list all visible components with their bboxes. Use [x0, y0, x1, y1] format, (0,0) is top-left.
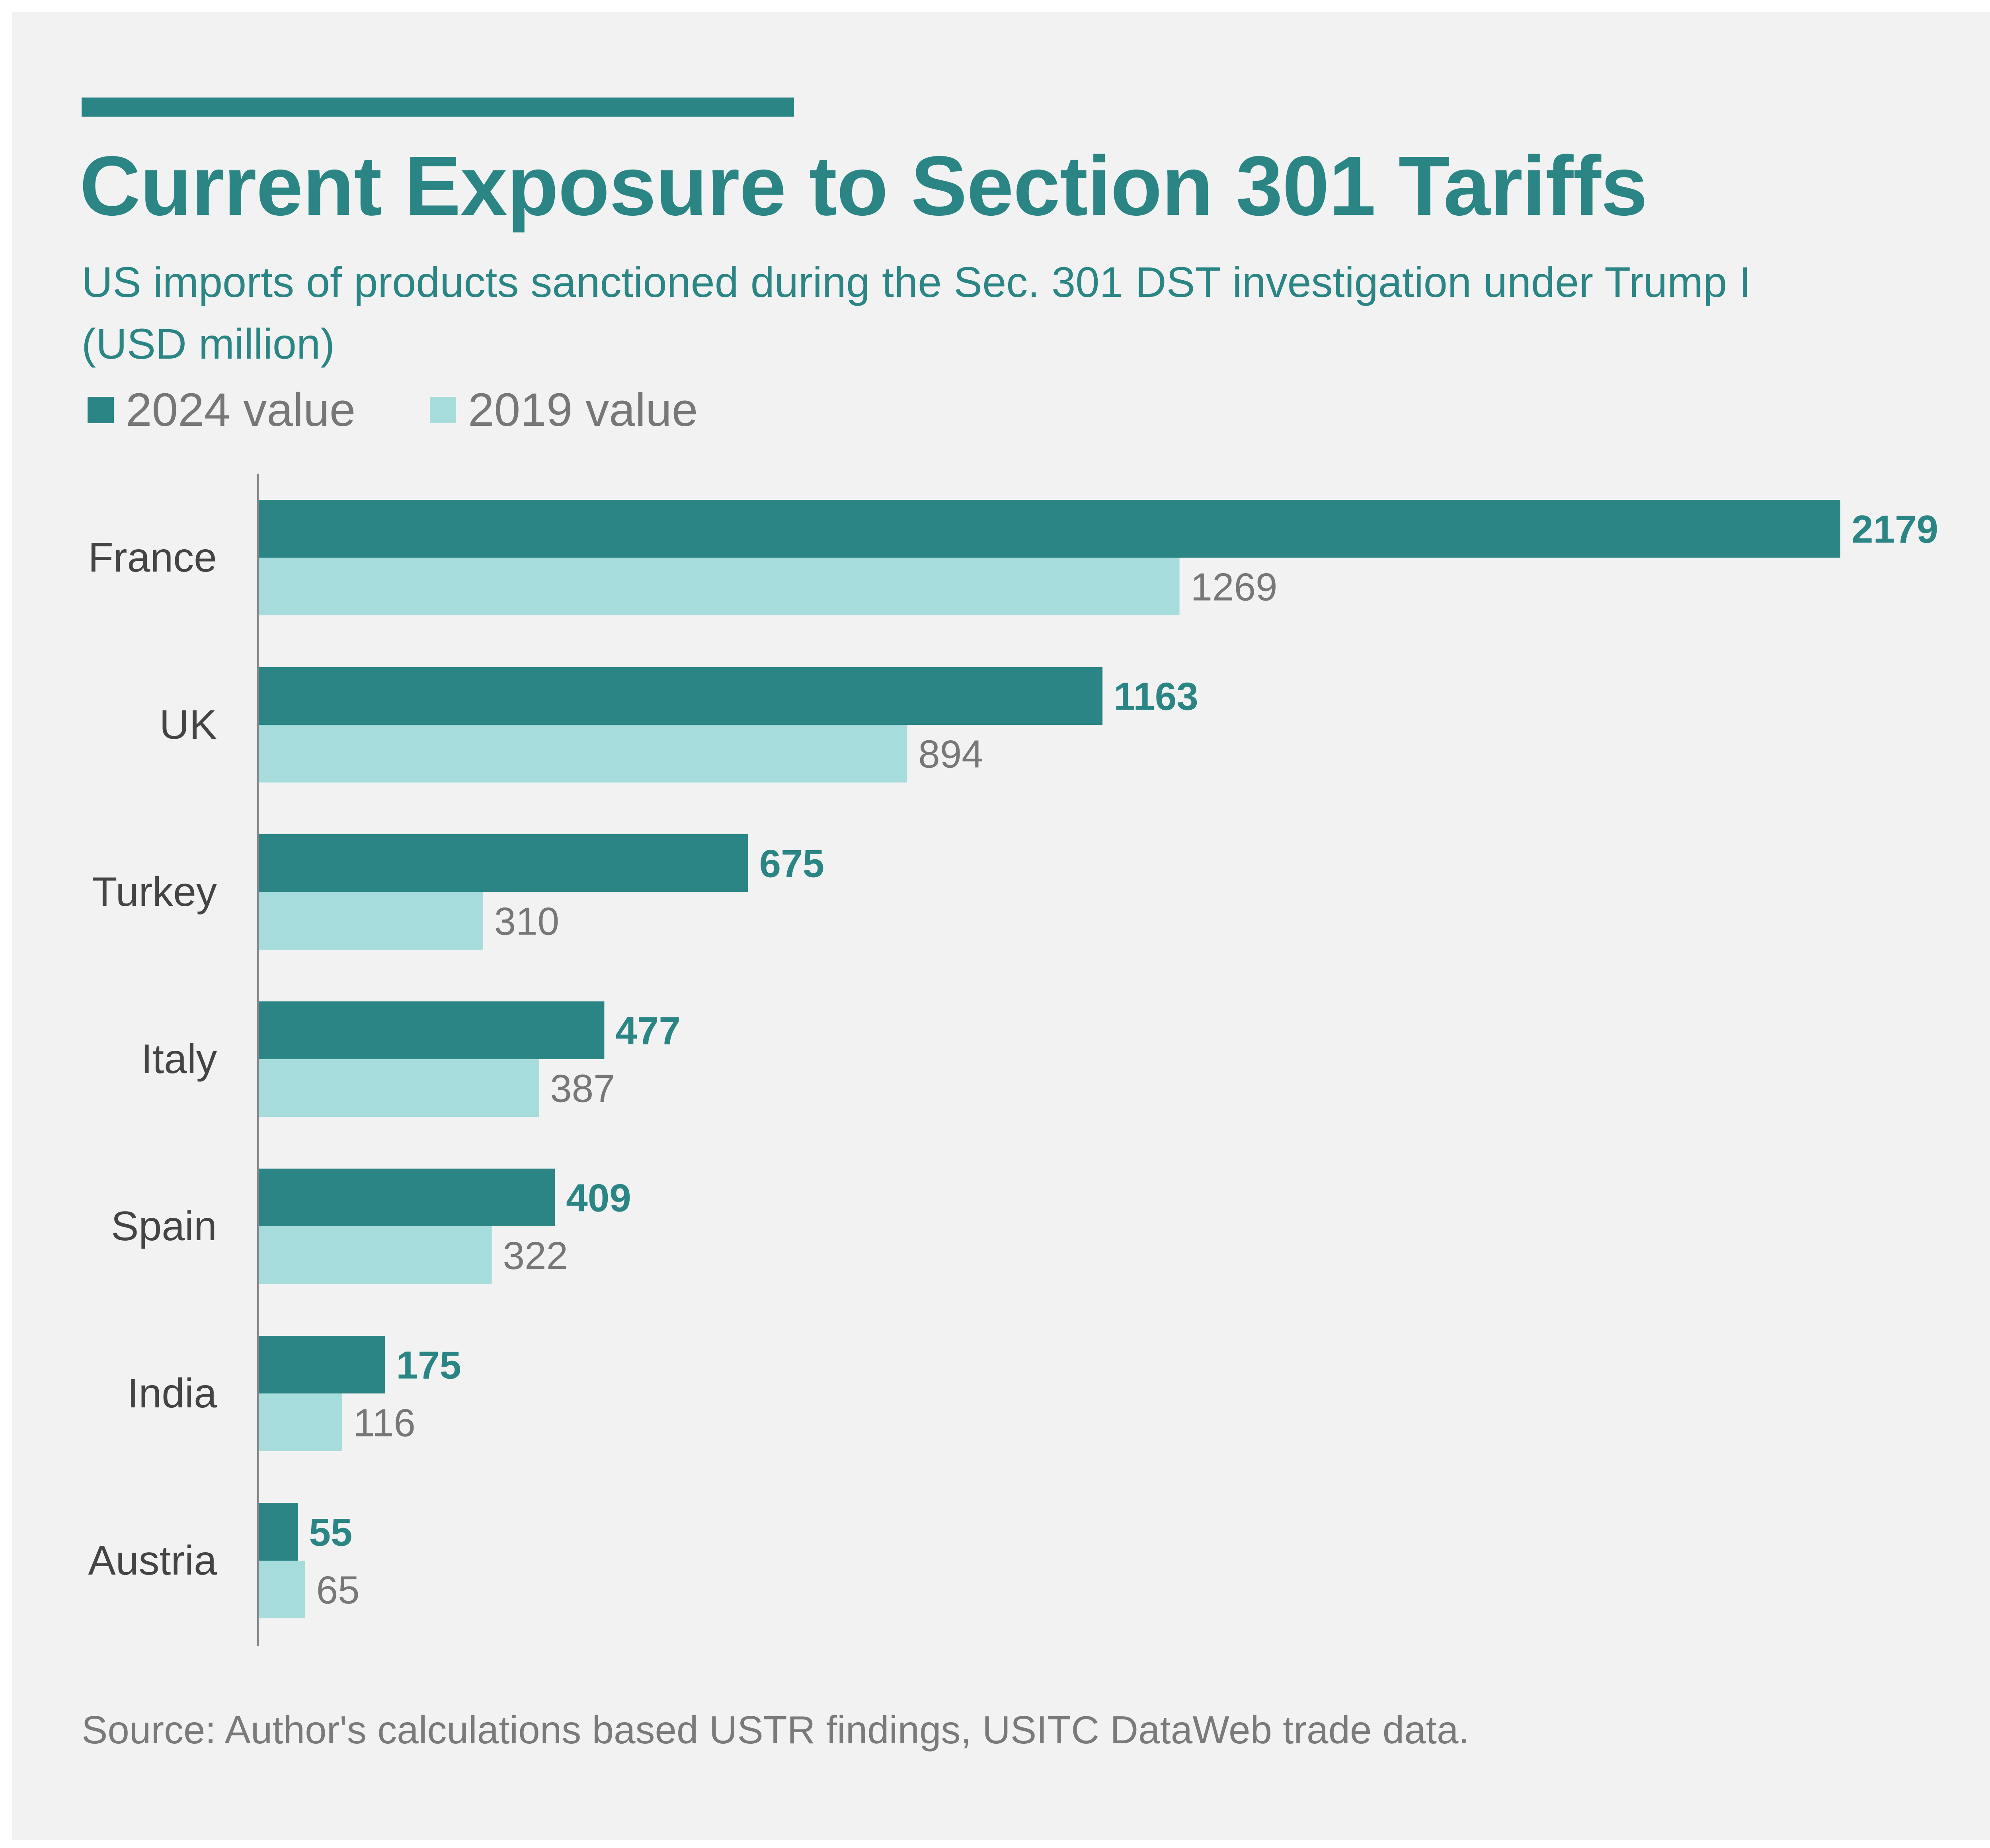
- data-label-2019-austria: 65: [316, 1568, 360, 1612]
- category-label-turkey: Turkey: [92, 869, 217, 915]
- data-label-2024-italy: 477: [615, 1009, 681, 1053]
- bar-2024-spain: [258, 1169, 555, 1226]
- data-label-2024-spain: 409: [566, 1176, 631, 1220]
- data-label-2019-turkey: 310: [494, 900, 560, 943]
- bar-2024-uk: [258, 667, 1103, 725]
- data-label-2024-india: 175: [396, 1343, 461, 1387]
- data-label-2019-spain: 322: [503, 1234, 568, 1278]
- bar-2024-turkey: [258, 834, 748, 892]
- legend-item-2024: 2024 value: [88, 384, 355, 436]
- bar-2019-france: [258, 558, 1180, 615]
- bar-2024-austria: [258, 1503, 298, 1561]
- legend-label-2019: 2019 value: [468, 384, 698, 436]
- bar-2024-italy: [258, 1001, 605, 1059]
- bar-2019-italy: [258, 1059, 539, 1117]
- data-label-2024-austria: 55: [309, 1510, 352, 1554]
- legend-swatch-2024: [88, 397, 114, 423]
- title-accent-bar: [82, 98, 794, 117]
- bar-2019-india: [258, 1393, 342, 1451]
- chart-subtitle-line-1: US imports of products sanctioned during…: [82, 258, 1751, 306]
- bar-2019-austria: [258, 1561, 305, 1618]
- bar-2024-france: [258, 500, 1840, 558]
- chart-subtitle-line-2: (USD million): [82, 320, 335, 368]
- category-label-austria: Austria: [88, 1538, 217, 1584]
- source-note: Source: Author's calculations based USTR…: [82, 1708, 1469, 1752]
- category-label-india: India: [127, 1370, 217, 1417]
- bar-2019-turkey: [258, 892, 483, 950]
- legend-label-2024: 2024 value: [126, 384, 356, 436]
- bar-2024-india: [258, 1336, 385, 1393]
- legend-item-2019: 2019 value: [430, 384, 698, 436]
- bar-2019-spain: [258, 1226, 492, 1284]
- bar-2019-uk: [258, 725, 907, 783]
- data-label-2019-india: 116: [353, 1401, 416, 1445]
- data-label-2019-italy: 387: [550, 1067, 615, 1110]
- data-label-2024-uk: 1163: [1114, 675, 1198, 718]
- category-label-france: France: [88, 535, 217, 581]
- chart-title: Current Exposure to Section 301 Tariffs: [80, 139, 1648, 233]
- category-label-uk: UK: [160, 702, 217, 748]
- data-label-2024-turkey: 675: [759, 842, 825, 886]
- data-label-2019-france: 1269: [1191, 565, 1278, 609]
- legend-swatch-2019: [430, 397, 456, 423]
- data-label-2019-uk: 894: [918, 732, 983, 776]
- data-label-2024-france: 2179: [1851, 507, 1938, 551]
- category-label-italy: Italy: [141, 1036, 217, 1082]
- category-label-spain: Spain: [111, 1203, 217, 1249]
